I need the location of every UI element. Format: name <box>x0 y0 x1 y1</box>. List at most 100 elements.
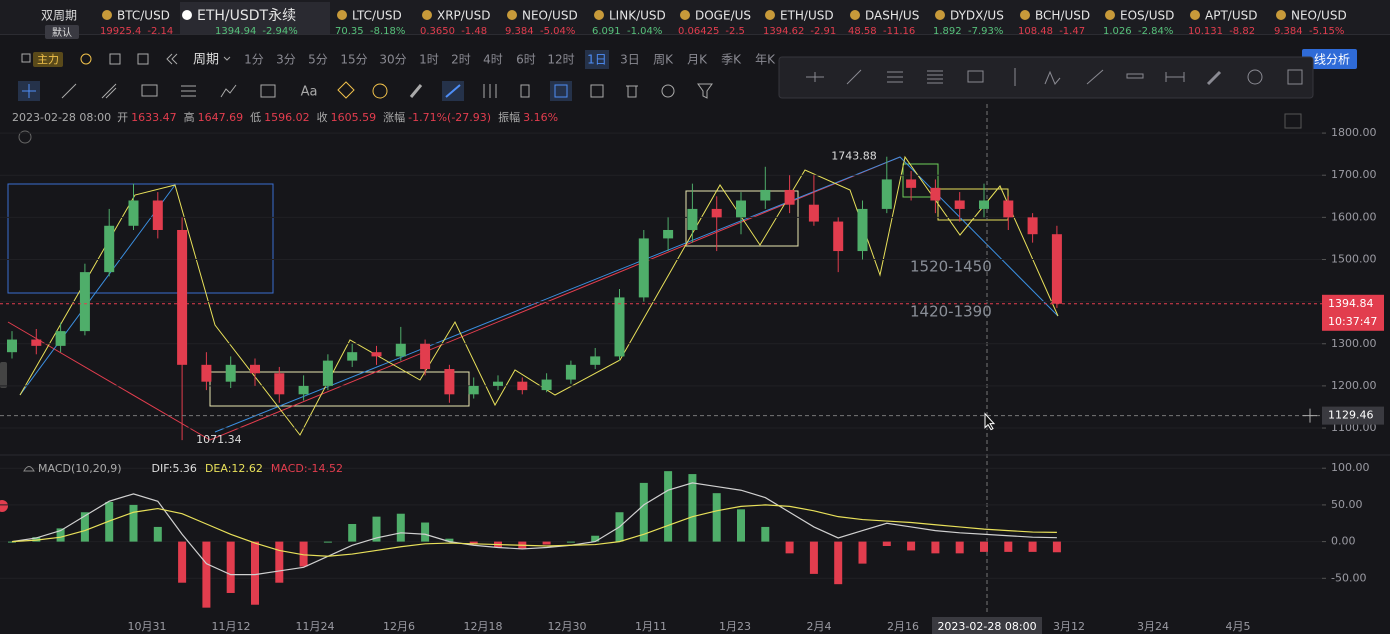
channel-tool[interactable] <box>101 83 117 99</box>
macd-bar <box>688 474 697 542</box>
lock-tool[interactable] <box>372 83 388 99</box>
trend-line[interactable] <box>7 156 901 441</box>
tool[interactable] <box>1247 69 1263 85</box>
frame-tool[interactable] <box>554 84 568 98</box>
ticker-name[interactable]: NEO/USD <box>522 9 578 23</box>
icon[interactable] <box>21 53 31 63</box>
x-tick-label: 1月11 <box>635 620 667 633</box>
filter-tool[interactable] <box>697 83 713 99</box>
main-indicator[interactable]: 主力 <box>37 53 59 66</box>
x-tick-label: 1月23 <box>719 620 751 633</box>
candle-body <box>493 381 503 386</box>
edit-tool[interactable] <box>590 84 604 98</box>
text-tool[interactable]: Aa <box>301 85 318 100</box>
rect-tool[interactable] <box>141 84 158 97</box>
fib-tool[interactable] <box>181 85 196 97</box>
ruler-tool[interactable] <box>409 84 423 98</box>
ticker-name[interactable]: LTC/USD <box>352 9 402 23</box>
ticker-name[interactable]: LINK/USD <box>609 9 666 23</box>
tool[interactable] <box>806 72 824 82</box>
ticker-name[interactable]: DOGE/US <box>695 9 751 23</box>
candle-body <box>322 360 333 386</box>
timeframe[interactable]: 1分 <box>244 53 264 67</box>
ticker-name[interactable]: DYDX/US <box>950 9 1004 23</box>
ticker-name[interactable]: ETH/USDT永续 <box>197 7 296 24</box>
candle-body <box>736 200 746 218</box>
macd-bar <box>858 541 867 564</box>
macd-bar <box>1028 541 1037 552</box>
timeframe[interactable]: 3日 <box>620 53 640 67</box>
x-tick-label: 2023-02-28 08:00 <box>937 620 1036 633</box>
tool[interactable] <box>927 70 943 84</box>
timeframe[interactable]: 季K <box>721 53 742 67</box>
timeframe[interactable]: 2时 <box>451 53 471 67</box>
range-box[interactable] <box>685 190 799 247</box>
timeframe[interactable]: 15分 <box>340 53 367 67</box>
line-tool[interactable] <box>61 83 77 99</box>
ticker-name[interactable]: EOS/USD <box>1120 9 1174 23</box>
icon[interactable] <box>166 53 178 65</box>
range-box[interactable] <box>937 188 1009 221</box>
tool[interactable] <box>1165 72 1185 82</box>
timeframe[interactable]: 3分 <box>276 53 296 67</box>
collapse[interactable] <box>18 130 32 144</box>
period-label[interactable]: 周期 <box>193 53 219 68</box>
left-handle[interactable] <box>0 362 7 388</box>
ticker-name[interactable]: BCH/USD <box>1035 9 1090 23</box>
timeframe[interactable]: 周K <box>653 53 674 67</box>
candle-tool[interactable] <box>483 84 497 98</box>
ticker-name[interactable]: APT/USD <box>1205 9 1257 23</box>
macd-bar <box>566 541 575 543</box>
copy-tool[interactable] <box>520 84 530 98</box>
ticker-name[interactable]: NEO/USD <box>1291 9 1347 23</box>
alert-dot[interactable] <box>0 500 8 512</box>
timeframe[interactable]: 30分 <box>379 53 406 67</box>
analysis-button-bg <box>1302 49 1357 69</box>
tool[interactable] <box>1086 69 1104 85</box>
dual-period[interactable]: 双周期 <box>41 9 77 23</box>
tool[interactable] <box>846 69 862 85</box>
pen-tool[interactable] <box>445 84 461 98</box>
ticker-name[interactable]: DASH/US <box>865 9 919 23</box>
timeframe[interactable]: 5分 <box>308 53 328 67</box>
measure-tool[interactable] <box>260 84 276 98</box>
delete-tool[interactable] <box>626 85 638 98</box>
range-box[interactable] <box>902 163 939 198</box>
blue-box[interactable] <box>7 183 274 294</box>
tool[interactable] <box>887 71 903 83</box>
tool[interactable] <box>1287 69 1303 85</box>
tool[interactable] <box>967 70 984 83</box>
zigzag[interactable] <box>19 155 1059 436</box>
timeframe[interactable]: 年K <box>755 53 776 67</box>
candle-body <box>420 343 431 370</box>
timeframe[interactable]: 4时 <box>483 53 503 67</box>
timeframe[interactable]: 12时 <box>547 53 574 67</box>
magnet-tool[interactable] <box>337 81 355 99</box>
ticker-name[interactable]: XRP/USD <box>437 9 490 23</box>
hide-tool[interactable] <box>661 84 675 98</box>
icon[interactable] <box>137 53 149 65</box>
tool[interactable] <box>1126 73 1144 79</box>
fullscreen[interactable] <box>1284 113 1302 129</box>
pattern-tool[interactable] <box>220 84 237 98</box>
timeframe[interactable]: 1日 <box>587 53 607 67</box>
timeframe[interactable]: 6时 <box>516 53 536 67</box>
ticker-name[interactable]: ETH/USD <box>780 9 834 23</box>
icon[interactable] <box>80 53 92 65</box>
icon[interactable] <box>109 53 121 65</box>
timeframe[interactable]: 月K <box>687 53 708 67</box>
macd-legend[interactable]: MACD(10,20,9) <box>38 462 122 475</box>
default-label[interactable]: 默认 <box>52 26 72 39</box>
analysis-button[interactable]: 线分析 <box>1314 53 1350 67</box>
y-tick-label: 50.00 <box>1331 498 1363 511</box>
cross-tool[interactable] <box>22 84 36 98</box>
timeframe[interactable]: 1时 <box>419 53 439 67</box>
range-box[interactable] <box>209 371 470 407</box>
tool[interactable] <box>1206 70 1222 86</box>
trend-line[interactable] <box>19 156 1059 433</box>
ticker-icon <box>1105 10 1115 20</box>
tool[interactable] <box>1044 70 1061 85</box>
ticker-name[interactable]: BTC/USD <box>117 9 170 23</box>
active-ticker-bg <box>180 2 330 34</box>
macd-bar <box>664 471 673 542</box>
